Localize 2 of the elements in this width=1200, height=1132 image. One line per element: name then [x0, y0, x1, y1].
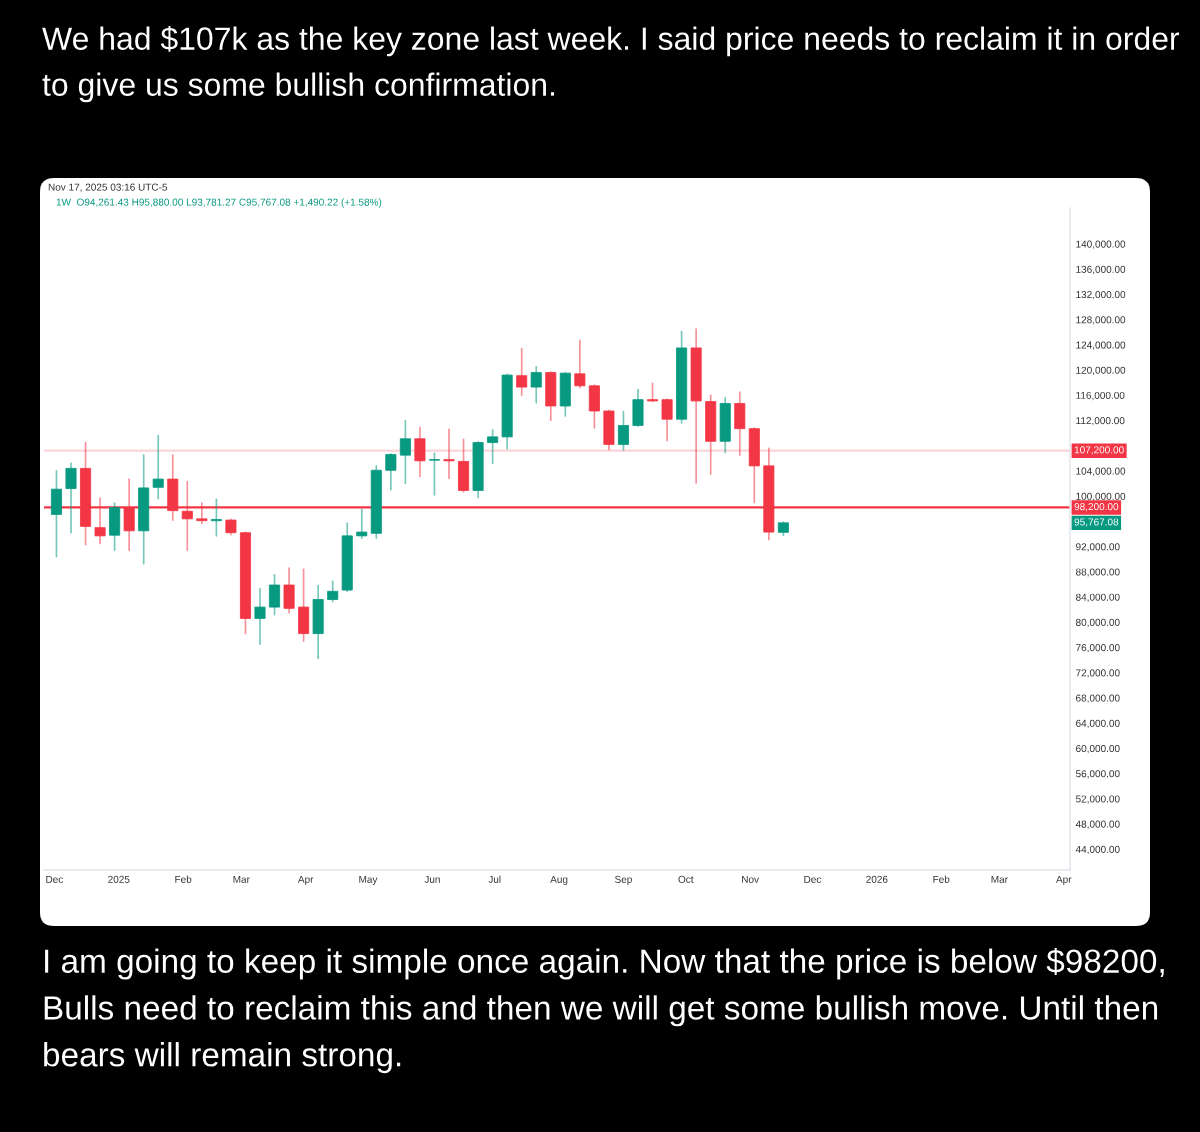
text: I am going to keep it simple once again. Now that the price is below $98200, Bulls need to reclaim this and then we will get some bullish move. Until then bears will remain strong.: [44, 948, 1164, 1074]
chart-title: We had $107k as the key zone last week. I said price needs to reclaim it in order to give us some bullish confirmation.: [42, 26, 1180, 103]
